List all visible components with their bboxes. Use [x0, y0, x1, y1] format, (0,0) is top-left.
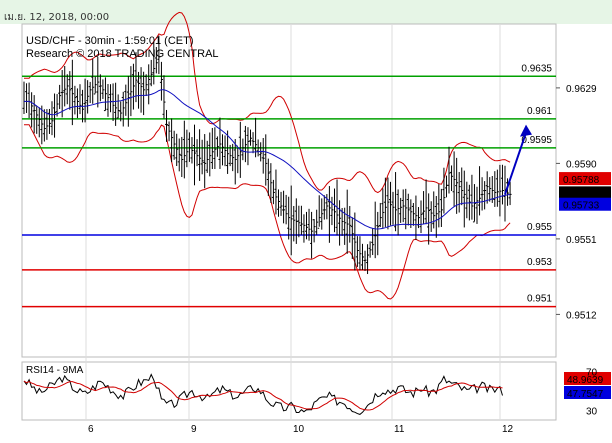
rsi-y-tick-label: 30 [586, 406, 598, 417]
bollinger-upper [24, 11, 511, 194]
rsi-tag-label: 48.9639 [567, 375, 604, 386]
rsi-lines [23, 373, 503, 415]
forecast-arrow [504, 124, 532, 195]
chart-date: เม.ย. 12, 2018, 00:00 [4, 12, 110, 23]
rsi-title: RSI14 - 9MA [26, 365, 84, 376]
level-label: 0.9635 [521, 63, 552, 74]
price-tag-bg [559, 197, 611, 211]
rsi-plot-frame [21, 361, 557, 421]
rsi-ma-line [23, 380, 503, 411]
price-tag-bg [559, 186, 611, 200]
date-bar: เม.ย. 12, 2018, 00:00 [0, 0, 612, 24]
moving-average-line [24, 89, 511, 230]
axis-ticks: 6 9 10 11 12 0.9629 0.9590 0.9551 0.9512 70 30 [88, 84, 598, 435]
level-label: 0.951 [527, 294, 552, 305]
chart-title: USD/CHF - 30min - 1:59:01 (CET) [26, 35, 193, 47]
x-tick-label: 10 [293, 424, 305, 435]
level-lines: 0.9635 0.961 0.9595 0.955 0.953 0.951 [22, 63, 556, 308]
rsi-tag-label: 47.7547 [567, 389, 604, 400]
rsi-y-tick-label: 70 [586, 368, 598, 379]
level-label: 0.961 [527, 106, 552, 117]
rsi-tag-bg [564, 386, 611, 399]
level-label: 0.953 [527, 257, 552, 268]
x-tick-label: 12 [502, 424, 514, 435]
moving-average [24, 89, 511, 230]
y-tick-label: 0.9590 [566, 159, 597, 170]
price-tag-label: 0.95788 [563, 175, 600, 186]
x-tick-label: 11 [394, 424, 405, 435]
y-tick-label: 0.9551 [566, 235, 597, 246]
level-label: 0.955 [527, 222, 552, 233]
forecast-arrow-head [520, 124, 532, 137]
y-tick-label: 0.9512 [566, 310, 597, 321]
forecast-arrow-line [504, 132, 527, 195]
y-tick-label: 0.9629 [566, 84, 597, 95]
x-tick-label: 6 [88, 424, 94, 435]
price-tag-bg [559, 172, 611, 186]
price-tag-label: 0.95733 [563, 201, 600, 212]
price-bars [22, 35, 512, 275]
price-tag-label: 0.9574 [563, 189, 594, 200]
level-label: 0.9595 [521, 135, 552, 146]
chart-subtitle: Research © 2018 TRADING CENTRAL [26, 48, 219, 60]
rsi-tag-bg [564, 372, 611, 385]
x-tick-label: 9 [191, 424, 197, 435]
